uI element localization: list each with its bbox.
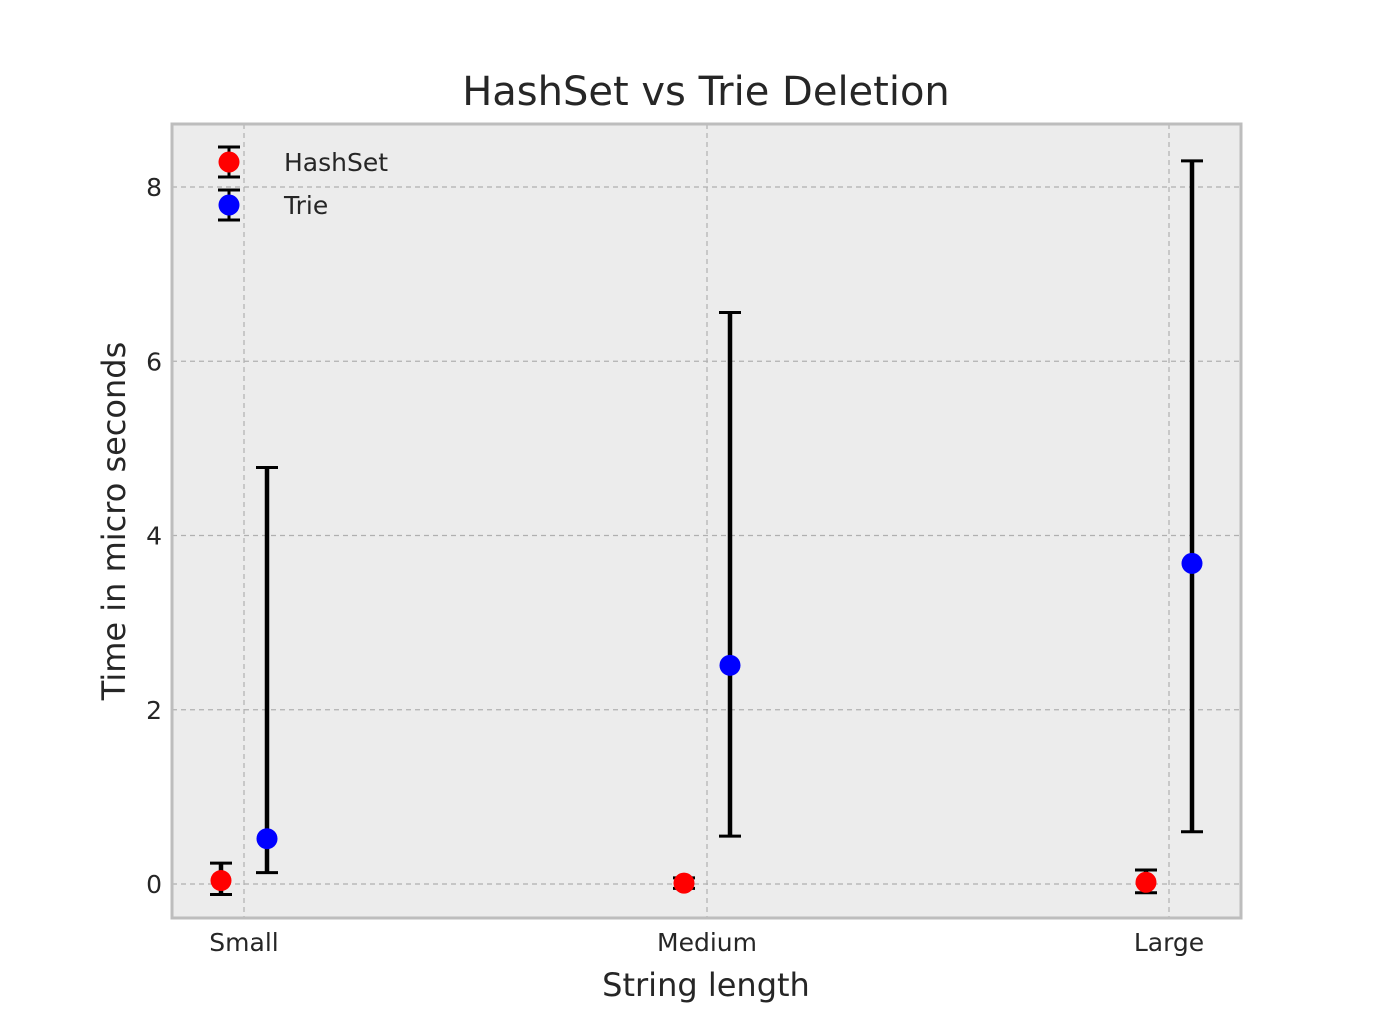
x-tick-labels: Small Medium Large bbox=[209, 928, 1204, 957]
grid bbox=[172, 124, 1241, 918]
x-tick-label: Large bbox=[1134, 928, 1204, 957]
legend-marker-hashset bbox=[218, 151, 240, 173]
chart-title: HashSet vs Trie Deletion bbox=[462, 69, 950, 115]
data-points bbox=[210, 552, 1203, 894]
x-tick-label: Medium bbox=[657, 928, 757, 957]
y-axis-label: Time in micro seconds bbox=[95, 342, 133, 701]
data-point-trie bbox=[719, 654, 741, 676]
y-tick-label: 2 bbox=[146, 696, 162, 725]
y-tick-label: 0 bbox=[146, 870, 162, 899]
legend-label: Trie bbox=[283, 191, 328, 220]
legend: HashSet Trie bbox=[218, 145, 388, 222]
legend-marker-trie bbox=[218, 194, 240, 216]
x-axis-label: String length bbox=[602, 966, 810, 1004]
data-point-hashset bbox=[210, 870, 232, 892]
data-point-trie bbox=[1181, 552, 1203, 574]
y-tick-label: 4 bbox=[146, 522, 162, 551]
data-point-hashset bbox=[673, 872, 695, 894]
x-tick-label: Small bbox=[209, 928, 278, 957]
y-tick-label: 8 bbox=[146, 173, 162, 202]
data-point-trie bbox=[256, 828, 278, 850]
y-tick-labels: 0 2 4 6 8 bbox=[146, 173, 162, 899]
y-tick-label: 6 bbox=[146, 347, 162, 376]
data-point-hashset bbox=[1135, 871, 1157, 893]
plot-frame bbox=[170, 122, 1243, 920]
legend-label: HashSet bbox=[284, 148, 388, 177]
